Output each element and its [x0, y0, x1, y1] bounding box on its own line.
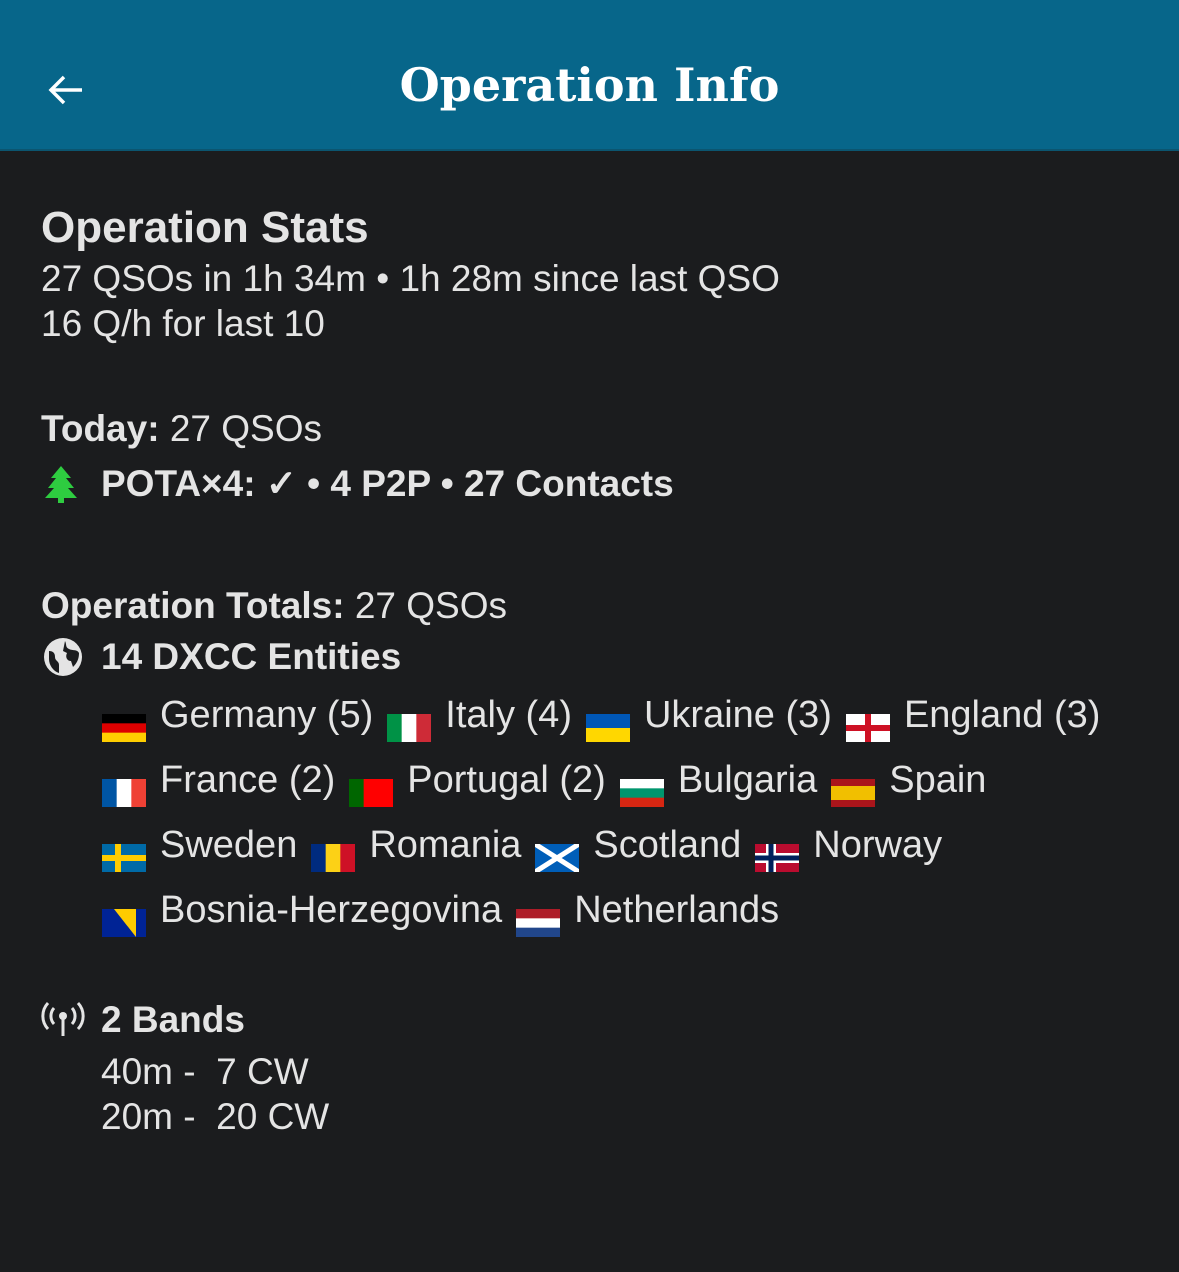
dxcc-entity-list: Germany (5) Italy (4) Ukraine (3) England (…: [102, 686, 1142, 939]
dxcc-row: 14 DXCC Entities: [41, 628, 1151, 686]
entity-name: Bosnia-Herzegovina: [160, 889, 503, 931]
entity-name: Bulgaria: [677, 759, 818, 801]
globe-icon: [41, 635, 87, 679]
entity-name: Portugal (2): [407, 759, 606, 801]
bands-heading: 2 Bands: [101, 999, 245, 1040]
dxcc-entity: Bulgaria: [619, 751, 818, 809]
entity-name: Ukraine (3): [643, 694, 832, 736]
dxcc-entity: Portugal (2): [349, 751, 606, 809]
flag-icon: [534, 831, 581, 875]
flag-icon: [831, 766, 876, 808]
flag-icon: [755, 831, 800, 872]
arrow-left-icon: [48, 75, 82, 105]
dxcc-entity: Italy (4): [387, 686, 572, 744]
entity-name: Italy (4): [445, 694, 572, 736]
flag-icon: [102, 831, 146, 872]
flag-icon: [585, 701, 630, 743]
entity-name: Norway: [813, 824, 943, 866]
totals-value: 27 QSOs: [344, 585, 508, 626]
content: Operation Stats 27 QSOs in 1h 34m • 1h 2…: [41, 200, 1151, 1139]
stats-line-2: 16 Q/h for last 10: [41, 303, 325, 344]
dxcc-entity: Ukraine (3): [585, 686, 832, 744]
pota-row: POTA×4: ✓ • 4 P2P • 27 Contacts: [41, 455, 1151, 513]
dxcc-heading: 14 DXCC Entities: [101, 636, 402, 677]
bands-row: 2 Bands: [41, 991, 1151, 1049]
stats-line-1: 27 QSOs in 1h 34m • 1h 28m since last QS…: [41, 258, 780, 299]
entity-name: Netherlands: [574, 889, 780, 931]
pota-summary: POTA×4: ✓ • 4 P2P • 27 Contacts: [101, 463, 674, 504]
totals-label: Operation Totals:: [41, 585, 345, 626]
flag-icon: [845, 701, 890, 742]
flag-icon: [311, 831, 356, 872]
flag-icon: [349, 766, 394, 807]
stats-heading: Operation Stats: [41, 203, 369, 252]
dxcc-entity: Romania: [311, 816, 521, 874]
back-button[interactable]: [46, 70, 86, 110]
entity-name: Sweden: [160, 824, 298, 866]
dxcc-entity: Germany (5): [102, 686, 373, 744]
today-value: 27 QSOs: [159, 408, 322, 449]
today-label: Today:: [41, 408, 160, 449]
entity-name: France (2): [160, 759, 336, 801]
dxcc-entity: Bosnia-Herzegovina: [102, 881, 502, 939]
flag-icon: [102, 896, 146, 937]
band-item: 20m - 20 CW: [101, 1096, 330, 1137]
page-title: Operation Info: [399, 58, 780, 112]
tree-icon: [41, 464, 87, 504]
totals-summary: Operation Totals: 27 QSOs: [41, 583, 1151, 628]
flag-icon: [102, 701, 146, 743]
entity-name: Germany (5): [160, 694, 374, 736]
flag-icon: [102, 766, 147, 807]
flag-icon: [387, 701, 432, 742]
today-summary: Today: 27 QSOs: [41, 406, 1151, 451]
dxcc-entity: Scotland: [534, 816, 742, 875]
antenna-icon: [41, 1000, 87, 1040]
entity-name: Spain: [889, 759, 987, 801]
entity-name: Romania: [369, 824, 522, 866]
dxcc-entity: France (2): [102, 751, 335, 809]
band-item: 40m - 7 CW: [101, 1051, 309, 1092]
dxcc-entity: Netherlands: [516, 881, 779, 939]
entity-name: England (3): [903, 694, 1101, 736]
dxcc-entity: Norway: [755, 816, 942, 874]
app-bar: Operation Info: [0, 0, 1179, 151]
flag-icon: [516, 896, 561, 938]
dxcc-entity: England (3): [845, 686, 1101, 744]
entity-name: Scotland: [593, 824, 742, 866]
dxcc-entity: Spain: [831, 751, 986, 809]
flag-icon: [619, 766, 664, 808]
band-list: 40m - 7 CW 20m - 20 CW: [101, 1049, 1151, 1139]
dxcc-entity: Sweden: [102, 816, 297, 874]
